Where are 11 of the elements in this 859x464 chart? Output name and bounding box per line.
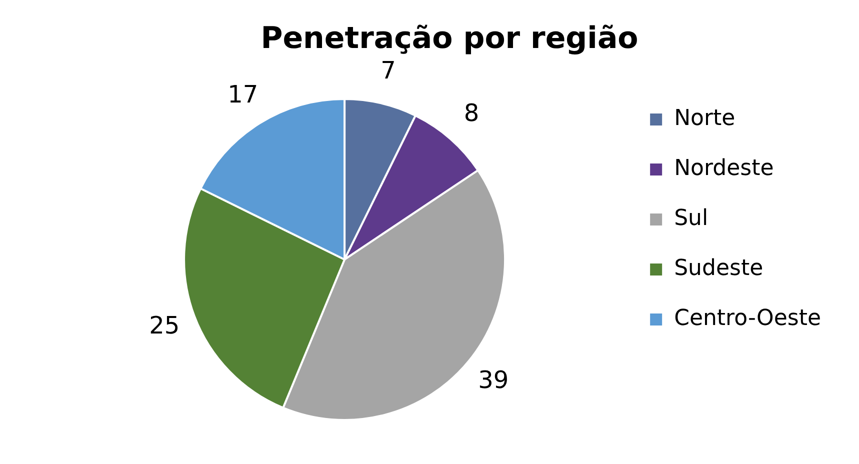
data-label: 39 — [478, 366, 509, 394]
chart-title: Penetração por região — [260, 20, 638, 56]
legend-label: Centro-Oeste — [674, 306, 821, 332]
data-label: 8 — [464, 99, 480, 128]
legend-label: Sudeste — [674, 256, 764, 282]
legend-label: Sul — [674, 206, 708, 232]
data-label: 17 — [228, 80, 258, 108]
legend-label: Norte — [674, 106, 736, 132]
legend-label: Nordeste — [674, 156, 774, 182]
data-label: 7 — [380, 56, 396, 84]
data-label: 25 — [149, 312, 180, 340]
